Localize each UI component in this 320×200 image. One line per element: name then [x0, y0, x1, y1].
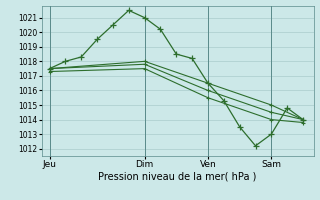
X-axis label: Pression niveau de la mer( hPa ): Pression niveau de la mer( hPa ) — [99, 172, 257, 182]
